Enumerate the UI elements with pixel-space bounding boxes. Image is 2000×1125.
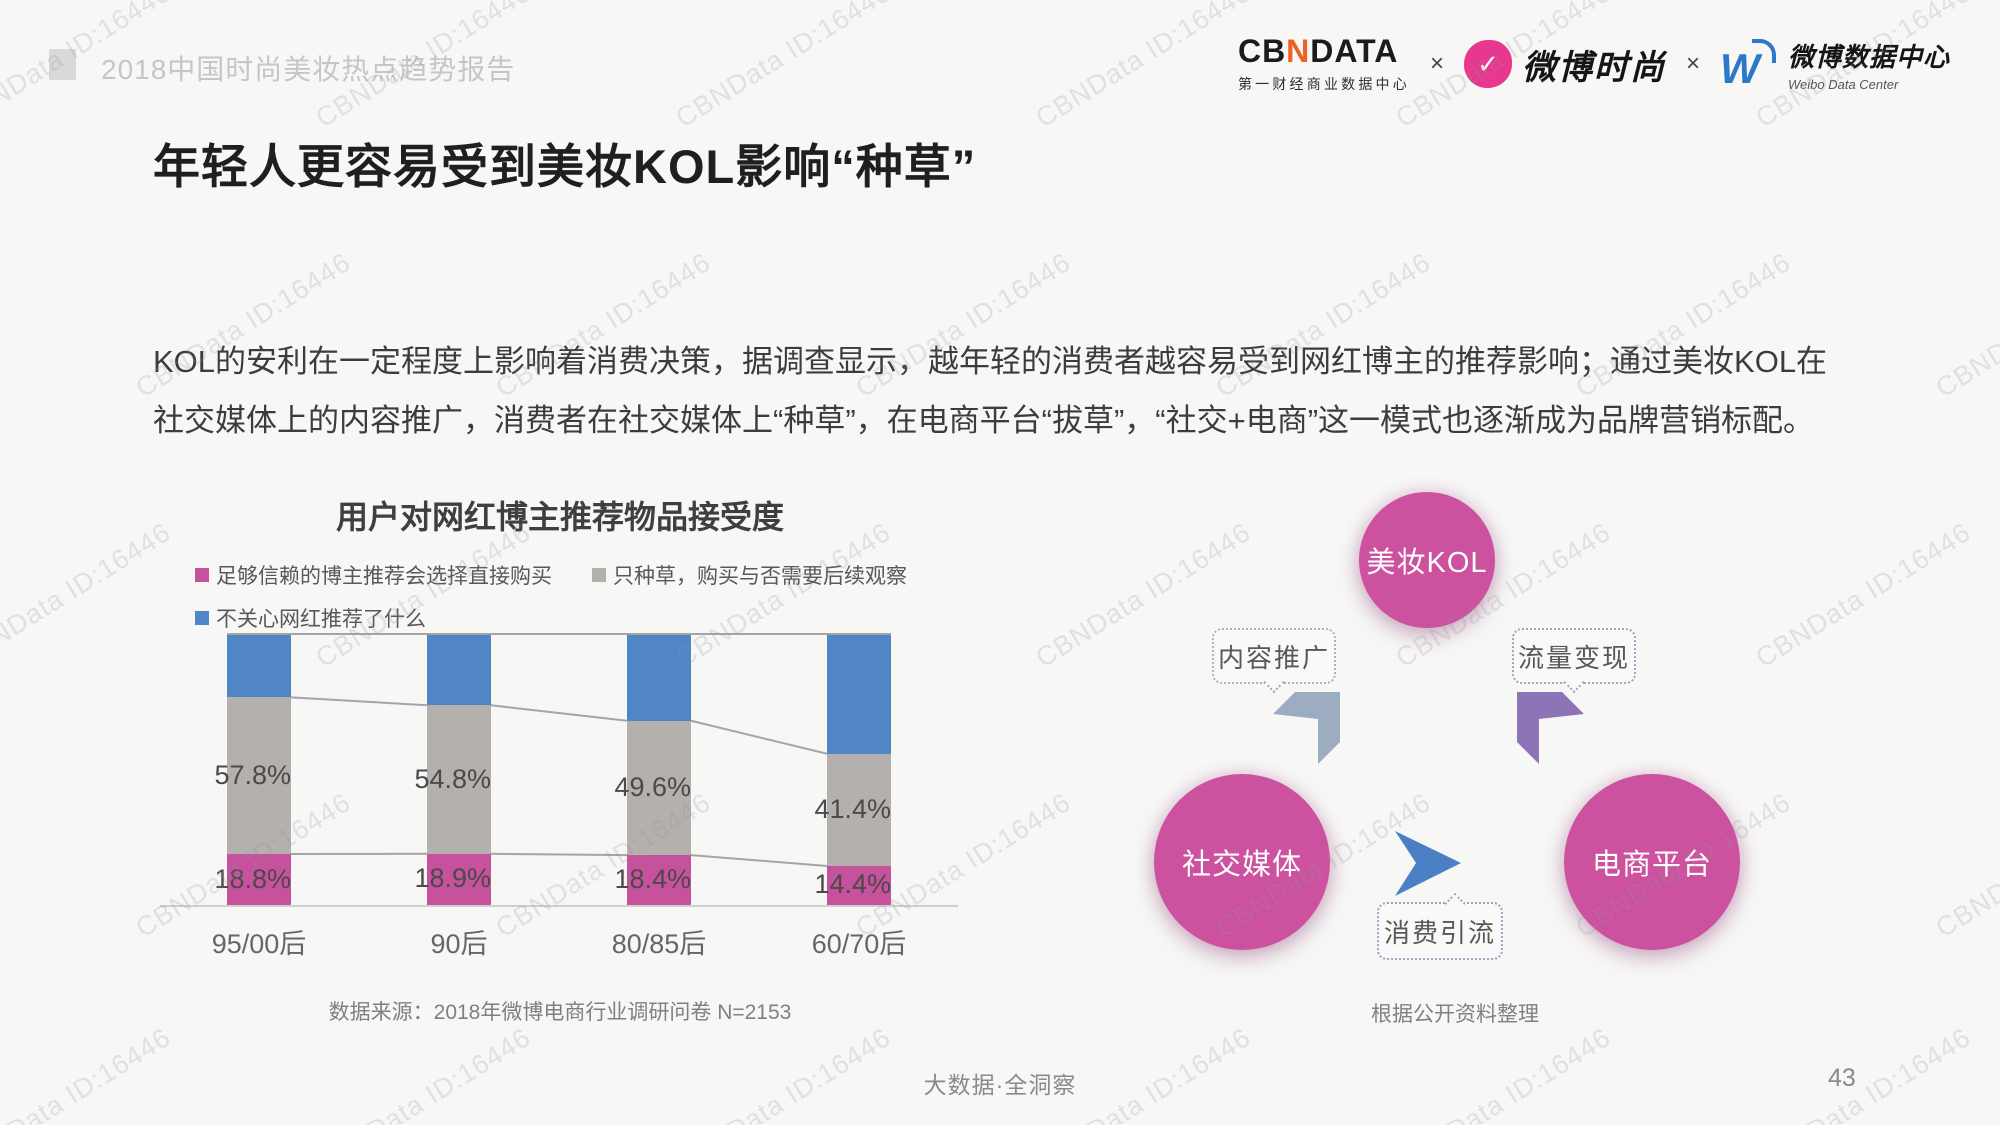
x-axis-label: 95/00后 (211, 929, 307, 959)
bar-segment (627, 855, 691, 905)
bar-segment (827, 634, 891, 754)
connector-line (290, 696, 428, 707)
bubble-label: 流量变现 (1517, 642, 1630, 673)
x-axis-label: 60/70后 (811, 929, 907, 959)
bar-value-label: 18.4% (614, 864, 691, 895)
connector-line (490, 852, 628, 857)
diagram-source: 根据公开资料整理 (1371, 1003, 1539, 1026)
logo-separator: × (1685, 50, 1700, 77)
bar-segment (427, 705, 491, 854)
bar-value-label: 57.8% (214, 759, 291, 790)
legend-item-direct-purchase: 足够信赖的博主推荐会选择直接购买 (195, 560, 552, 590)
bar-value-label: 54.8% (414, 763, 491, 794)
cbndata-subtitle: 第一财经商业数据中心 (1237, 76, 1410, 92)
weibo-data-center-logo: W 微博数据中心 Weibo Data Center (1720, 37, 1950, 92)
bar-segment (427, 853, 491, 905)
bubble-label: 内容推广 (1217, 642, 1330, 673)
x-axis-label: 80/85后 (611, 929, 707, 959)
weibo-data-center-name: 微博数据中心 (1787, 41, 1950, 72)
node-label: 社交媒体 (1181, 849, 1302, 881)
connector-line (490, 704, 628, 722)
bubble-consumption-diversion: 消费引流 (1377, 902, 1503, 960)
bar-value-label: 49.6% (614, 771, 691, 802)
footer-slogan: 大数据·全洞察 (923, 1072, 1077, 1098)
weibo-data-center-icon: W (1720, 39, 1778, 92)
connector-line (690, 854, 828, 867)
bar-value-label: 18.9% (414, 863, 491, 894)
bent-arrow-down-icon (1517, 692, 1584, 764)
bar-segment (227, 634, 291, 698)
legend-swatch-pink (195, 568, 209, 582)
bar-segment (227, 697, 291, 855)
chart-title: 用户对网红博主推荐物品接受度 (335, 499, 784, 535)
signal-arc-icon (1751, 39, 1776, 63)
node-label: 美妆KOL (1366, 547, 1488, 579)
bent-arrow-up-icon (1273, 692, 1340, 764)
connector-line (690, 719, 828, 755)
weibo-fashion-icon: ✓ (1463, 40, 1512, 88)
legend-item-dont-care: 不关心网红推荐了什么 (195, 603, 426, 633)
x-axis-line (160, 905, 958, 907)
x-axis-label: 90后 (430, 929, 488, 959)
cbndata-prefix: CB (1237, 33, 1287, 69)
bar-segment (827, 753, 891, 866)
logo-separator: × (1429, 50, 1444, 77)
cbndata-suffix: DATA (1310, 33, 1399, 69)
cbndata-logo: CBNDATA 第一财经商业数据中心 (1238, 34, 1410, 94)
bar-value-label: 18.8% (214, 863, 291, 894)
logo-bar: CBNDATA 第一财经商业数据中心 × ✓ 微博时尚 × W 微博数据中心 W… (1238, 34, 1950, 94)
legend-swatch-gray (592, 568, 606, 582)
legend-item-observe: 只种草，购买与否需要后续观察 (592, 560, 907, 590)
chart-source: 数据来源：2018年微博电商行业调研问卷 N=2153 (328, 1001, 792, 1024)
node-ecommerce-platform: 电商平台 (1564, 774, 1740, 950)
page-number: 43 (1828, 1064, 1856, 1092)
cbndata-n: N (1286, 33, 1311, 69)
weibo-fashion-name: 微博时尚 (1521, 48, 1666, 87)
bar-segment (627, 720, 691, 856)
node-social-media: 社交媒体 (1154, 774, 1330, 950)
body-paragraph: KOL的安利在一定程度上影响着消费决策，据调查显示，越年轻的消费者越容易受到网红… (153, 344, 1828, 438)
legend-label: 足够信赖的博主推荐会选择直接购买 (216, 565, 552, 588)
cbndata-wordmark: CBNDATA (1238, 34, 1398, 68)
legend-swatch-blue (195, 611, 209, 625)
weibo-fashion-glyph: ✓ (1477, 48, 1499, 79)
bubble-label: 消费引流 (1383, 917, 1496, 948)
legend-label: 只种草，购买与否需要后续观察 (613, 565, 907, 588)
bar-value-label: 14.4% (814, 869, 891, 900)
weibo-fashion-logo: ✓ 微博时尚 (1463, 40, 1666, 89)
bar-value-label: 41.4% (814, 793, 891, 824)
bar-segment (627, 634, 691, 721)
bar-segment (827, 865, 891, 905)
weibo-data-center-subtitle: Weibo Data Center (1787, 76, 1899, 92)
chevron-right-icon (1395, 831, 1461, 896)
report-title: 2018中国时尚美妆热点趋势报告 (101, 54, 516, 85)
node-label: 电商平台 (1591, 849, 1712, 881)
bubble-traffic-monetization: 流量变现 (1512, 628, 1636, 684)
node-beauty-kol: 美妆KOL (1359, 492, 1495, 628)
legend-label: 不关心网红推荐了什么 (216, 608, 426, 631)
header-accent-square (49, 49, 76, 80)
bar-segment (227, 854, 291, 905)
bubble-content-promotion: 内容推广 (1212, 628, 1336, 684)
bar-segment (427, 634, 491, 706)
page-title: 年轻人更容易受到美妆KOL影响“种草” (153, 140, 977, 193)
